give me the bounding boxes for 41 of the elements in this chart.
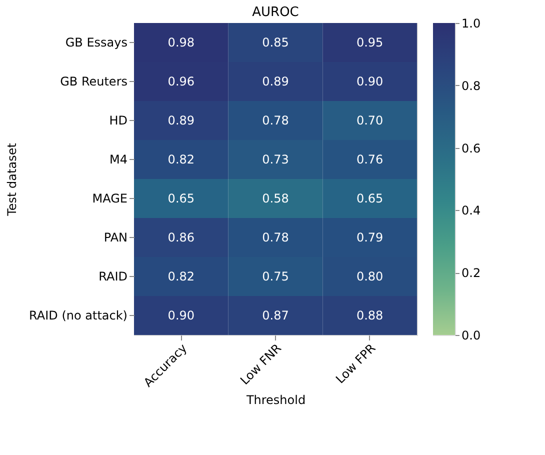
- data-label: 0.65: [356, 192, 384, 206]
- data-label: 0.90: [356, 74, 384, 88]
- color-bar-label: 1.0: [462, 16, 481, 30]
- data-label: 0.80: [356, 270, 384, 284]
- y-axis-title: Test dataset: [5, 142, 20, 217]
- color-bar-label: 0.8: [462, 78, 481, 93]
- data-label: 0.58: [262, 192, 289, 206]
- data-label: 0.76: [356, 152, 384, 166]
- y-tick-label: RAID: [98, 270, 128, 284]
- color-bar-label: 0.2: [462, 266, 481, 280]
- color-bar-label: 0.0: [462, 328, 481, 342]
- data-label: 0.78: [262, 230, 289, 244]
- data-label: 0.75: [262, 270, 289, 284]
- y-tick-label: M4: [110, 152, 128, 166]
- data-label: 0.96: [168, 74, 195, 88]
- data-label: 0.98: [168, 36, 195, 50]
- y-tick-label: GB Reuters: [60, 74, 128, 88]
- data-label: 0.82: [168, 270, 195, 284]
- chart-title: AUROC: [252, 5, 299, 20]
- data-label: 0.88: [356, 308, 384, 322]
- data-label: 0.73: [262, 152, 289, 166]
- y-tick-label: MAGE: [92, 192, 128, 206]
- data-label: 0.87: [262, 308, 289, 322]
- color-bar-label: 0.4: [462, 204, 481, 218]
- data-label: 0.70: [356, 114, 384, 128]
- data-label: 0.90: [168, 308, 195, 322]
- data-label: 0.86: [168, 230, 195, 244]
- data-label: 0.89: [262, 74, 289, 88]
- color-bar-label: 0.6: [462, 141, 481, 156]
- data-label: 0.82: [168, 152, 195, 166]
- y-tick-label: PAN: [104, 230, 128, 244]
- data-label: 0.89: [168, 114, 195, 128]
- data-label: 0.95: [356, 36, 384, 50]
- data-label: 0.85: [262, 36, 289, 50]
- data-label: 0.78: [262, 114, 289, 128]
- y-tick-label: HD: [109, 114, 128, 128]
- data-label: 0.65: [168, 192, 195, 206]
- data-label: 0.79: [356, 230, 384, 244]
- y-tick-label: GB Essays: [65, 36, 128, 50]
- y-tick-label: RAID (no attack): [29, 308, 128, 322]
- x-axis-title: Threshold: [245, 393, 306, 408]
